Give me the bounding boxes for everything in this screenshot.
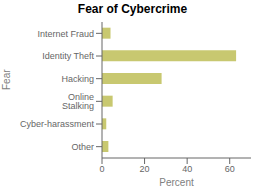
svg-text:20: 20 [140, 164, 150, 174]
svg-text:Other: Other [71, 142, 94, 152]
svg-text:40: 40 [182, 164, 192, 174]
svg-text:Internet Fraud: Internet Fraud [37, 29, 94, 39]
svg-text:Fear: Fear [8, 69, 12, 90]
html-text:Fear of Cybercrime: Fear of Cybercrime [77, 2, 188, 16]
svg-text:OnlineStalking: OnlineStalking [62, 92, 94, 111]
svg-text:0: 0 [99, 164, 104, 174]
svg-text:Cyber-harassment: Cyber-harassment [20, 119, 95, 129]
svg-text:60: 60 [225, 164, 235, 174]
svg-text:Identity Theft: Identity Theft [42, 51, 94, 61]
svg-text:Percent: Percent [159, 177, 194, 188]
svg-text:Hacking: Hacking [61, 74, 94, 84]
